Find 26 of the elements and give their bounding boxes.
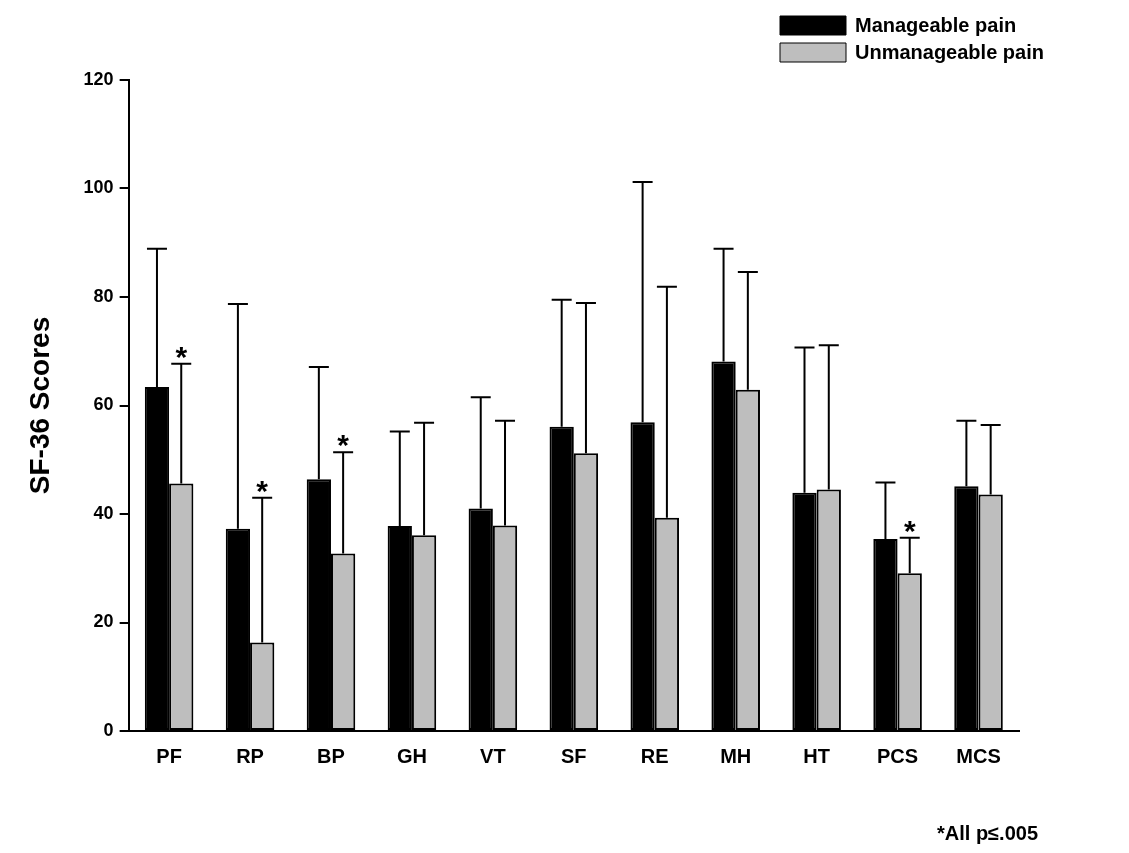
text: *All p≤.005 (936, 822, 1038, 844)
annotation: * (337, 428, 350, 462)
legend-label: Manageable pain (855, 13, 1017, 36)
y-axis-title: SF-36 Scores (23, 316, 55, 495)
y-tick-label: 40 (93, 502, 114, 523)
y-tick-label: 0 (103, 719, 114, 740)
x-tick-label: PF (156, 744, 182, 767)
x-tick-label: MH (720, 744, 752, 767)
legend-label: Unmanageable pain (855, 40, 1044, 63)
y-tick-label: 80 (93, 285, 114, 306)
x-tick-label: RP (236, 744, 264, 767)
x-tick-label: GH (396, 744, 427, 767)
x-tick-label: MCS (956, 744, 1001, 767)
x-tick-label: HT (803, 744, 830, 767)
annotation: * (256, 473, 269, 507)
x-tick-label: RE (640, 744, 669, 767)
y-tick-label: 120 (83, 68, 114, 89)
x-tick-label: BP (317, 744, 345, 767)
y-tick-label: 100 (83, 177, 114, 198)
x-tick-label: SF (561, 744, 587, 767)
x-tick-label: PCS (877, 744, 919, 767)
y-tick-label: 60 (93, 394, 114, 415)
annotation: * (175, 339, 188, 373)
annotation: * (903, 514, 916, 548)
y-tick-label: 20 (93, 611, 114, 632)
x-tick-label: VT (480, 744, 506, 767)
